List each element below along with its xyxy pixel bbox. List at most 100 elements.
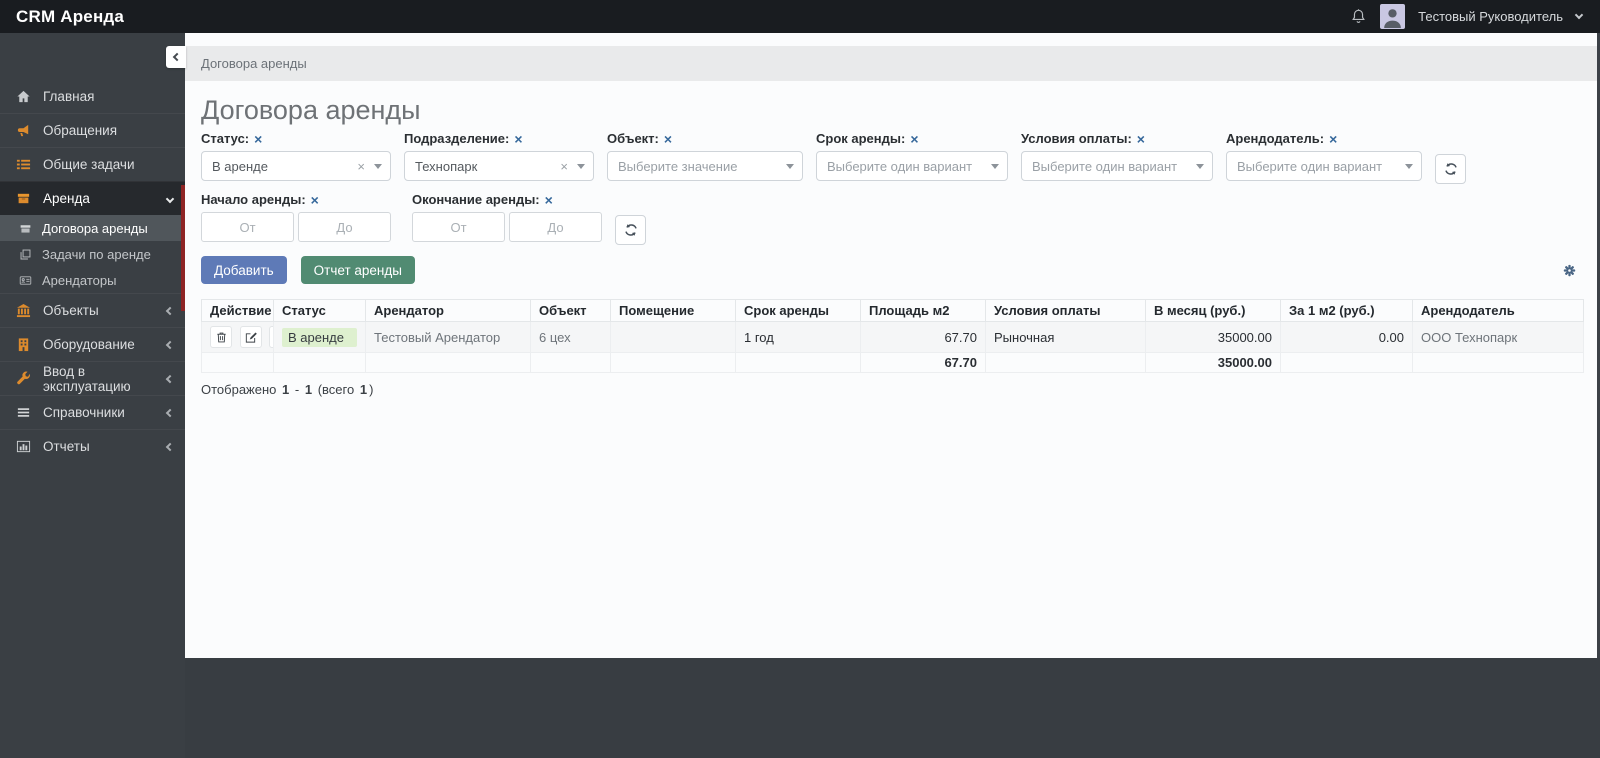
breadcrumb: Договора аренды	[185, 46, 1600, 81]
end-date-from-input[interactable]	[412, 212, 505, 242]
col-term[interactable]: Срок аренды	[735, 299, 861, 322]
home-icon	[13, 89, 34, 104]
chevron-left-icon	[165, 442, 175, 451]
gear-icon[interactable]	[1563, 264, 1576, 277]
filter-clear-icon[interactable]: ×	[544, 191, 553, 208]
box-icon	[13, 191, 34, 206]
active-menu-indicator	[181, 185, 185, 311]
sidebar-item-common-tasks[interactable]: Общие задачи	[0, 147, 185, 181]
col-room[interactable]: Помещение	[610, 299, 736, 322]
filter-clear-icon[interactable]: ×	[254, 130, 263, 147]
col-landlord[interactable]: Арендодатель	[1412, 299, 1584, 322]
refresh-button[interactable]	[1435, 154, 1466, 184]
scrollbar[interactable]	[1597, 33, 1600, 658]
sidebar-item-rent[interactable]: Аренда	[0, 181, 185, 215]
filter-landlord: Арендодатель: × Выберите один вариант	[1226, 131, 1422, 181]
sidebar-item-home[interactable]: Главная	[0, 79, 185, 113]
chevron-down-icon	[786, 163, 794, 169]
term-select-placeholder: Выберите один вариант	[827, 158, 973, 174]
app-brand[interactable]: CRM Аренда	[16, 6, 125, 26]
filter-status: Статус: × В аренде ×	[201, 131, 391, 181]
tenant-cell[interactable]: Тестовый Арендатор	[365, 321, 531, 353]
col-status[interactable]: Статус	[273, 299, 366, 322]
chevron-left-icon	[165, 340, 175, 349]
filter-clear-icon[interactable]: ×	[663, 130, 673, 147]
start-date-from-input[interactable]	[201, 212, 294, 242]
notifications-bell-icon[interactable]	[1350, 8, 1367, 25]
col-per-month[interactable]: В месяц (руб.)	[1145, 299, 1281, 322]
table-header-row: Действие Статус Арендатор Объект Помещен…	[201, 299, 1584, 322]
clear-selection-icon[interactable]: ×	[357, 158, 365, 174]
area-cell: 67.70	[860, 321, 986, 353]
megaphone-icon	[13, 123, 34, 138]
chevron-down-icon	[991, 163, 999, 169]
wrench-icon	[13, 371, 34, 386]
sidebar-item-requests[interactable]: Обращения	[0, 113, 185, 147]
col-object[interactable]: Объект	[530, 299, 611, 322]
start-date-to-input[interactable]	[298, 212, 391, 242]
term-cell: 1 год	[735, 321, 861, 353]
breadcrumb-current[interactable]: Договора аренды	[201, 56, 307, 71]
sidebar-item-label: Обращения	[43, 123, 118, 138]
sidebar-item-commissioning[interactable]: Ввод в эксплуатацию	[0, 361, 185, 395]
per-m2-cell: 0.00	[1280, 321, 1413, 353]
payment-select[interactable]: Выберите один вариант	[1021, 151, 1213, 181]
sidebar-item-objects[interactable]: Объекты	[0, 293, 185, 327]
add-button[interactable]: Добавить	[201, 256, 287, 284]
building-icon	[13, 337, 34, 352]
filter-label: Статус:	[201, 131, 250, 146]
object-select[interactable]: Выберите значение	[607, 151, 803, 181]
division-select[interactable]: Технопарк ×	[404, 151, 594, 181]
sidebar-item-label: Главная	[43, 88, 95, 104]
task-list-icon	[13, 157, 34, 172]
clear-selection-icon[interactable]: ×	[560, 158, 568, 174]
sidebar-item-label: Ввод в эксплуатацию	[43, 363, 131, 394]
filter-clear-icon[interactable]: ×	[1136, 130, 1145, 147]
sidebar-item-label: Общие задачи	[43, 157, 135, 172]
rent-report-button[interactable]: Отчет аренды	[300, 256, 415, 284]
avatar[interactable]	[1380, 4, 1406, 29]
rent-submenu: Договора аренды Задачи по аренде Арендат…	[0, 215, 185, 293]
filter-clear-icon[interactable]: ×	[1329, 130, 1338, 147]
landlord-select[interactable]: Выберите один вариант	[1226, 151, 1422, 181]
filter-clear-icon[interactable]: ×	[310, 191, 319, 208]
edit-button[interactable]	[239, 326, 262, 348]
sidebar-item-label: Оборудование	[43, 337, 135, 352]
sidebar-item-tenants[interactable]: Арендаторы	[0, 267, 185, 293]
end-date-to-input[interactable]	[509, 212, 602, 242]
status-cell: В аренде	[273, 321, 366, 353]
sidebar-item-rent-tasks[interactable]: Задачи по аренде	[0, 241, 185, 267]
delete-button[interactable]	[210, 326, 232, 348]
info-button[interactable]: i	[269, 326, 273, 348]
filter-clear-icon[interactable]: ×	[910, 130, 919, 147]
filter-label: Срок аренды:	[816, 131, 906, 146]
sidebar-item-equipment[interactable]: Оборудование	[0, 327, 185, 361]
term-select[interactable]: Выберите один вариант	[816, 151, 1008, 181]
filter-division: Подразделение: × Технопарк ×	[404, 131, 594, 181]
col-payment[interactable]: Условия оплаты	[985, 299, 1146, 322]
sidebar-item-rent-contracts[interactable]: Договора аренды	[0, 215, 185, 241]
filter-clear-icon[interactable]: ×	[514, 130, 523, 147]
status-select[interactable]: В аренде ×	[201, 151, 391, 181]
col-per-m2[interactable]: За 1 м2 (руб.)	[1280, 299, 1413, 322]
chevron-down-icon[interactable]	[1574, 10, 1584, 20]
user-menu[interactable]: Тестовый Руководитель	[1418, 9, 1563, 24]
filters-row-1: Статус: × В аренде × Подразделение: × Техн…	[201, 131, 1584, 184]
col-area[interactable]: Площадь м2	[860, 299, 986, 322]
sidebar-collapse-button[interactable]	[166, 46, 186, 68]
col-tenant[interactable]: Арендатор	[365, 299, 531, 322]
bar-chart-icon	[13, 439, 34, 454]
filter-label: Условия оплаты:	[1021, 131, 1132, 146]
sidebar-item-directories[interactable]: Справочники	[0, 395, 185, 429]
sidebar-item-label: Договора аренды	[42, 220, 148, 236]
col-action[interactable]: Действие	[201, 299, 274, 322]
filter-label: Объект:	[607, 131, 659, 146]
refresh-button-dates[interactable]	[615, 215, 646, 245]
filter-label: Начало аренды:	[201, 192, 306, 207]
filter-payment: Условия оплаты: × Выберите один вариант	[1021, 131, 1213, 181]
room-cell	[610, 321, 736, 353]
sidebar-item-reports[interactable]: Отчеты	[0, 429, 185, 463]
landlord-select-placeholder: Выберите один вариант	[1237, 158, 1383, 174]
results-summary: Отображено 1 - 1 (всего 1)	[201, 382, 374, 397]
action-cell: i	[201, 321, 274, 353]
